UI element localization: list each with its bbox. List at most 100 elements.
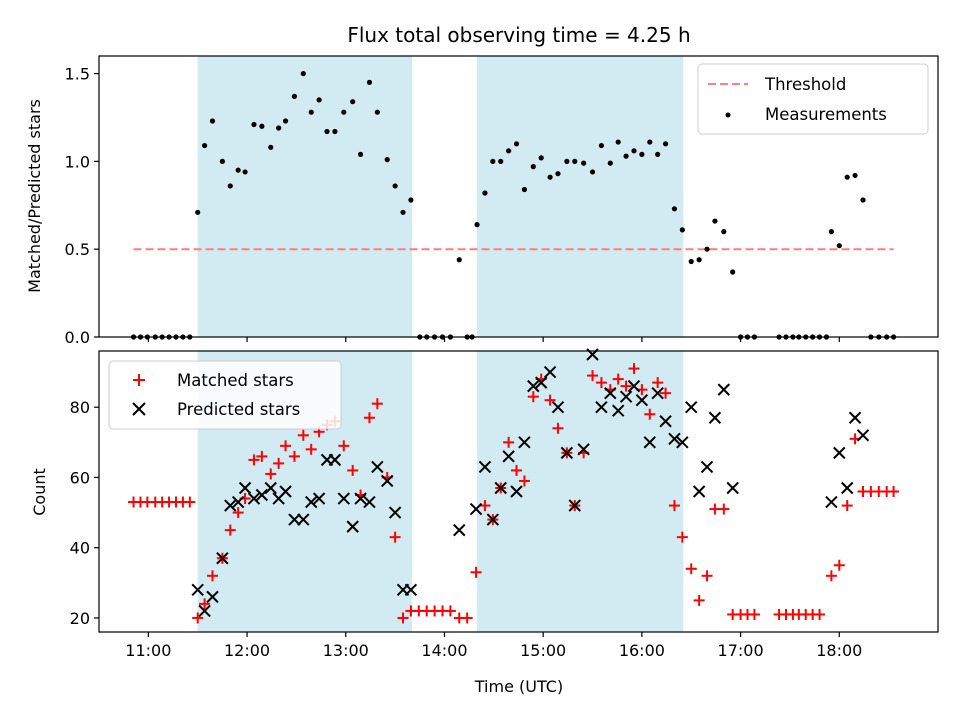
matched-star-point-85 xyxy=(825,570,837,582)
matched-star-point-21 xyxy=(288,450,300,462)
predicted-star-point-6 xyxy=(238,481,252,495)
matched-star-point-64 xyxy=(644,408,656,420)
predicted-star-point-45 xyxy=(611,404,625,417)
top-shaded-window-2 xyxy=(477,56,684,337)
predicted-star-point-32 xyxy=(502,450,515,463)
predicted-star-point-5 xyxy=(231,495,245,509)
predicted-star-point-1 xyxy=(198,604,211,618)
matched-star-point-70 xyxy=(693,594,705,606)
predicted-marker-d2 xyxy=(264,481,277,495)
matched-star-point-68 xyxy=(676,531,688,543)
measurement-point-55 xyxy=(564,158,570,164)
matched-star-point-30 xyxy=(363,412,375,424)
measurement-point-50 xyxy=(521,186,528,193)
predicted-marker-d2 xyxy=(840,481,854,495)
top-observing-windows xyxy=(197,56,684,337)
predicted-star-point-21 xyxy=(363,495,376,509)
predicted-marker-d2 xyxy=(354,492,367,505)
predicted-marker-d2 xyxy=(191,583,204,597)
measurement-point-57 xyxy=(581,160,587,166)
measurement-point-16 xyxy=(251,121,257,128)
predicted-marker-d2 xyxy=(255,488,269,502)
measurement-point-34 xyxy=(400,209,406,215)
measurement-point-26 xyxy=(332,128,338,135)
matched-star-point-86 xyxy=(833,559,845,571)
predicted-marker-d2 xyxy=(595,400,608,414)
top-y-tick-label-0: 0.0 xyxy=(65,328,90,347)
matched-star-point-48 xyxy=(511,464,523,476)
predicted-star-point-53 xyxy=(676,436,689,449)
predicted-star-point-17 xyxy=(328,453,342,467)
predicted-marker-d2 xyxy=(825,495,838,509)
predicted-star-point-23 xyxy=(381,474,394,488)
measurement-point-12 xyxy=(219,158,225,164)
predicted-star-point-34 xyxy=(518,436,531,449)
matched-star-point-87 xyxy=(841,500,853,512)
predicted-marker-d2 xyxy=(708,411,722,424)
predicted-star-point-12 xyxy=(288,513,301,526)
matched-star-point-23 xyxy=(305,443,317,455)
measurement-point-52 xyxy=(538,155,544,161)
top-panel: 0.0 0.5 1.0 1.5 Matched/Predicted stars Thr… xyxy=(25,55,939,347)
measurement-point-73 xyxy=(712,218,718,224)
measurement-point-17 xyxy=(259,123,265,129)
measurement-point-29 xyxy=(357,151,364,157)
predicted-marker-d2 xyxy=(453,523,466,537)
predicted-marker-d2 xyxy=(206,590,219,604)
measurement-point-25 xyxy=(324,128,330,135)
measurement-point-15 xyxy=(242,169,248,175)
predicted-marker-d2 xyxy=(510,485,523,498)
measurement-point-41 xyxy=(456,257,462,263)
matched-star-point-49 xyxy=(518,475,530,487)
predicted-marker-d2 xyxy=(224,499,237,512)
predicted-star-point-61 xyxy=(833,446,846,460)
predicted-star-point-56 xyxy=(700,460,714,474)
predicted-star-point-52 xyxy=(668,432,681,446)
predicted-marker-d2 xyxy=(469,502,483,516)
matched-star-point-27 xyxy=(338,440,350,452)
predicted-marker-d2 xyxy=(534,376,548,389)
matched-star-point-71 xyxy=(701,570,713,582)
predicted-marker-d2 xyxy=(726,481,739,495)
measurement-point-18 xyxy=(268,144,274,150)
measurement-point-88 xyxy=(836,243,842,249)
matched-star-point-62 xyxy=(628,363,640,375)
legend-predicted-label: Predicted stars xyxy=(177,400,300,419)
bottom-y-tick-label-1: 40 xyxy=(70,539,90,558)
matched-star-point-20 xyxy=(280,440,292,452)
bottom-y-tick-label-2: 60 xyxy=(70,468,90,487)
predicted-star-point-15 xyxy=(312,492,326,505)
top-y-ticks: 0.0 0.5 1.0 1.5 xyxy=(65,65,99,347)
predicted-marker-d2 xyxy=(478,460,492,474)
predicted-marker-d2 xyxy=(685,400,698,414)
predicted-marker-d2 xyxy=(494,481,507,495)
bottom-panel: 11:00 12:00 13:00 14:00 15:00 16:00 17:00 18:00… xyxy=(30,348,939,696)
predicted-marker-d2 xyxy=(363,495,376,509)
predicted-marker-d2 xyxy=(643,436,656,449)
predicted-marker-d2 xyxy=(305,495,318,509)
measurement-point-87 xyxy=(828,229,834,235)
x-axis-label: Time (UTC) xyxy=(474,677,563,696)
measurement-point-71 xyxy=(696,257,702,263)
top-legend: Threshold Measurements xyxy=(697,63,929,135)
matched-star-point-9 xyxy=(192,612,204,624)
predicted-star-point-37 xyxy=(543,365,557,379)
measurement-point-13 xyxy=(227,183,233,189)
predicted-marker-d2 xyxy=(833,446,846,460)
predicted-star-point-7 xyxy=(247,492,261,505)
measurement-point-60 xyxy=(607,160,613,166)
predicted-star-point-11 xyxy=(279,485,292,498)
x-tick-label-7: 18:00 xyxy=(816,641,862,660)
predicted-star-point-44 xyxy=(604,386,617,400)
predicted-marker-d2 xyxy=(611,404,625,417)
predicted-star-point-33 xyxy=(510,485,523,498)
predicted-marker-d2 xyxy=(543,365,557,379)
matched-star-point-66 xyxy=(660,387,672,399)
predicted-star-point-38 xyxy=(551,400,565,414)
top-shaded-window-1 xyxy=(197,56,412,337)
bottom-legend: Matched stars Predicted stars xyxy=(108,360,342,430)
predicted-marker-d2 xyxy=(346,520,359,533)
predicted-marker-d2 xyxy=(717,383,731,396)
x-tick-label-4: 15:00 xyxy=(520,641,566,660)
matched-star-point-77 xyxy=(748,608,760,620)
